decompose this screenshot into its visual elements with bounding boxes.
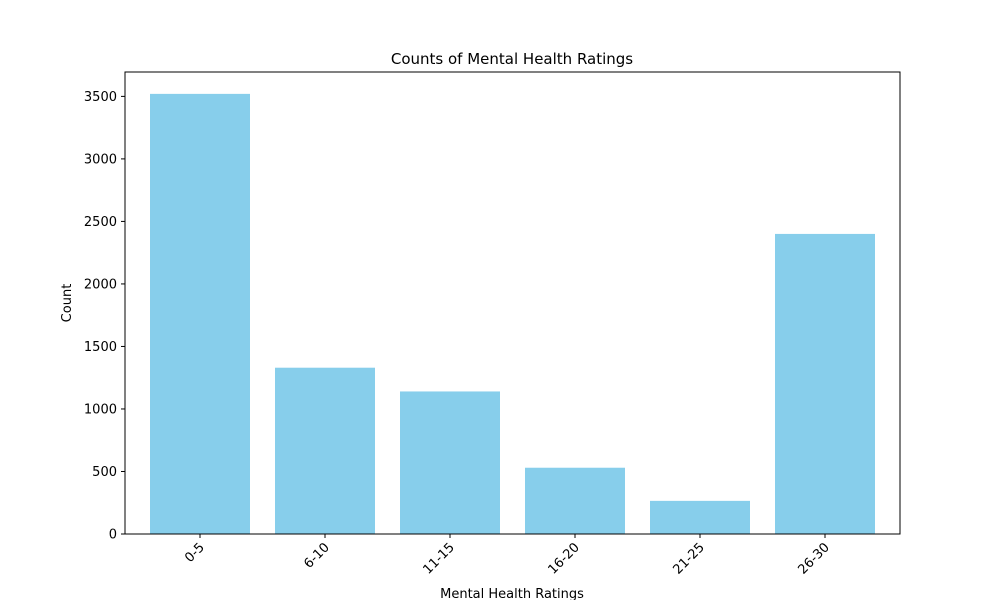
bar-26-30	[775, 233, 875, 534]
y-tick-label: 1000	[84, 402, 117, 417]
y-tick-label: 3000	[84, 152, 117, 167]
bars-group	[150, 93, 875, 534]
y-tick-label: 3500	[84, 90, 117, 105]
bar-16-20	[525, 467, 625, 534]
y-tick-label: 1500	[84, 340, 117, 355]
bar-11-15	[400, 391, 500, 534]
y-tick-label: 2000	[84, 277, 117, 292]
bar-0-5	[150, 93, 250, 534]
y-tick-label: 500	[92, 465, 117, 480]
bar-21-25	[650, 500, 750, 534]
y-axis-label: Count	[60, 284, 75, 323]
y-tick-label: 2500	[84, 215, 117, 230]
y-tick-label: 0	[109, 528, 117, 543]
plot-frame	[124, 71, 901, 535]
bar-6-10	[275, 367, 375, 534]
x-axis-label: Mental Health Ratings	[440, 587, 584, 600]
chart-title: Counts of Mental Health Ratings	[391, 50, 633, 68]
y-axis: 0 500 1000 1500 2000 2500 3000 3500	[84, 90, 125, 543]
